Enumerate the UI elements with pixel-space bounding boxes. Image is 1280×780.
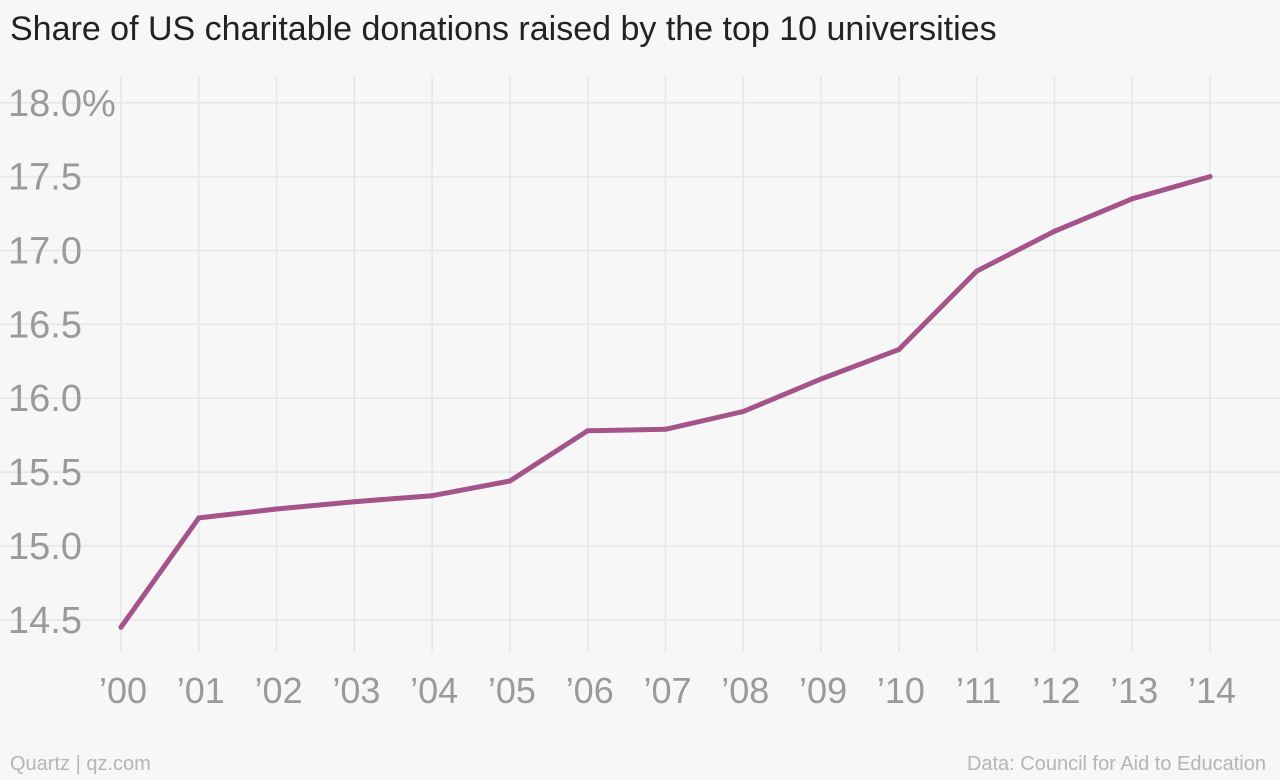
x-tick-label: ’11 — [956, 670, 1001, 711]
y-tick-label: 15.5 — [8, 452, 82, 494]
horizontal-gridlines — [0, 102, 1280, 621]
vertical-gridlines — [120, 76, 1211, 652]
x-tick-label: ’09 — [799, 670, 847, 711]
x-tick-label: ’07 — [643, 670, 691, 711]
series-layer — [118, 174, 1213, 630]
data-point — [351, 499, 357, 505]
y-tick-label: 14.5 — [8, 600, 82, 642]
y-tick-label: 17.5 — [8, 157, 82, 199]
y-axis-tick-labels: 14.5 15.0 15.5 16.0 16.5 17.0 17.5 18.0% — [8, 83, 116, 642]
y-tick-label: 16.0 — [8, 378, 82, 420]
data-point — [274, 506, 280, 512]
data-point — [429, 493, 435, 499]
x-axis-tick-labels: ’00 ’01 ’02 ’03 ’04 ’05 ’06 ’07 ’08 ’09 ’10 ’11 ’12 ’… — [99, 670, 1236, 711]
x-tick-label: ’14 — [1188, 670, 1236, 711]
data-point — [118, 624, 124, 630]
credit-text: Quartz | qz.com — [10, 753, 151, 775]
x-tick-label: ’02 — [255, 670, 303, 711]
data-point — [818, 376, 824, 382]
data-point — [585, 428, 591, 434]
data-point — [740, 409, 746, 415]
data-point — [974, 268, 980, 274]
x-tick-label: ’00 — [99, 670, 147, 711]
data-point — [663, 426, 668, 432]
x-tick-label: ’05 — [488, 670, 536, 711]
data-point — [1051, 228, 1057, 234]
x-tick-label: ’03 — [332, 670, 380, 711]
y-tick-label: 16.5 — [8, 304, 82, 346]
x-tick-label: ’13 — [1110, 670, 1158, 711]
data-point — [896, 346, 902, 352]
x-tick-label: ’10 — [877, 670, 925, 711]
data-point — [1129, 196, 1135, 202]
data-point — [1207, 174, 1213, 180]
y-tick-label: 18.0% — [8, 83, 116, 125]
y-tick-label: 17.0 — [8, 231, 82, 273]
x-tick-label: ’06 — [566, 670, 614, 711]
y-tick-label: 15.0 — [8, 526, 82, 568]
x-tick-label: ’01 — [177, 670, 225, 711]
data-point — [196, 515, 202, 521]
chart-title: Share of US charitable donations raised … — [10, 10, 997, 48]
x-tick-label: ’08 — [721, 670, 769, 711]
x-tick-label: ’12 — [1032, 670, 1080, 711]
x-tick-label: ’04 — [410, 670, 458, 711]
data-point — [507, 478, 513, 484]
data-source-text: Data: Council for Aid to Education — [966, 753, 1266, 775]
